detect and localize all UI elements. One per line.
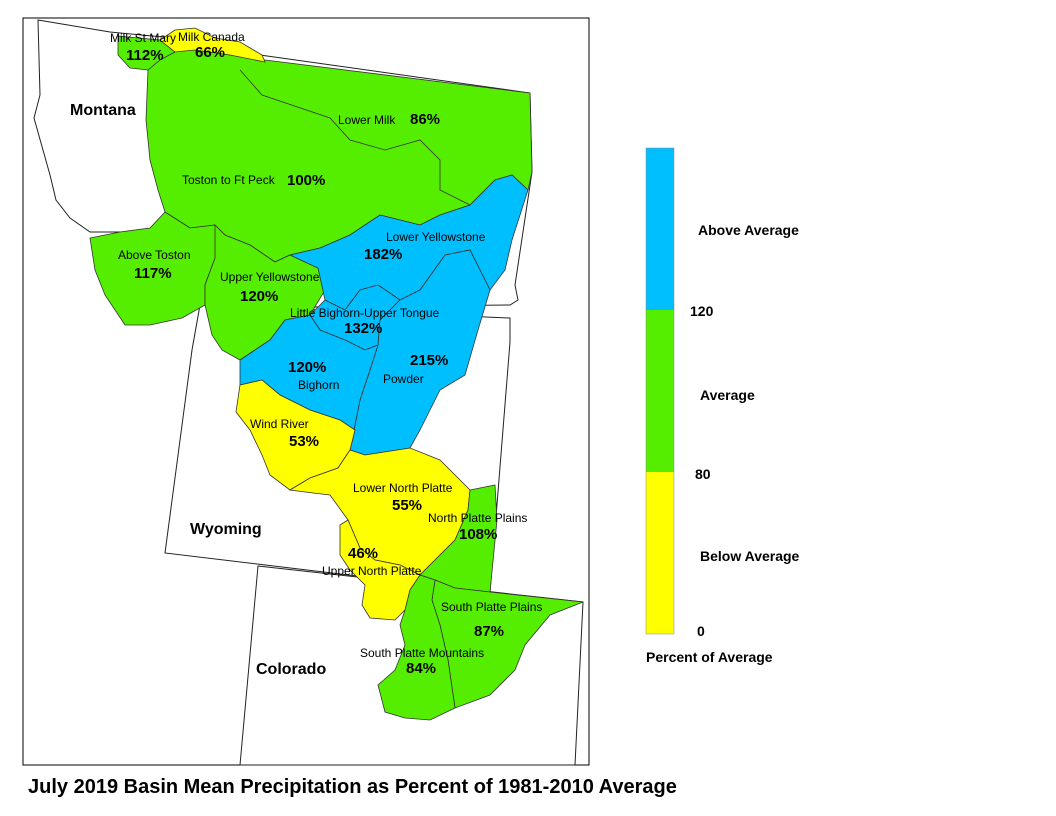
legend-swatch-average [646,310,674,472]
basin-pct-north-platte-plains: 108% [459,526,497,543]
basin-milk-canada[interactable] [159,27,266,63]
legend-swatch-above [646,148,674,310]
legend-tick-0: 0 [697,623,705,639]
basin-pct-upper-north-platte: 46% [348,545,378,562]
basin-name-milk-canada: Milk Canada [178,30,245,44]
basin-south-platte-mountains[interactable] [377,574,456,721]
basin-pct-little-bighorn: 132% [344,320,382,337]
basin-name-bighorn: Bighorn [298,378,339,392]
basin-name-powder: Powder [383,372,424,386]
basin-pct-lower-milk: 86% [410,111,440,128]
legend-label-above: Above Average [698,222,799,238]
basin-name-upper-north-platte: Upper North Platte [322,564,422,578]
basin-name-south-platte-mountains: South Platte Mountains [360,646,484,660]
basin-pct-milk-st-mary: 112% [126,47,164,64]
basin-name-lower-milk: Lower Milk [338,113,396,127]
legend: Above Average 120 Average 80 Below Avera… [645,147,800,665]
basin-pct-powder: 215% [410,352,448,369]
map-title: July 2019 Basin Mean Precipitation as Pe… [28,776,677,798]
basin-pct-above-toston: 117% [134,265,172,282]
basin-name-above-toston: Above Toston [118,248,191,262]
legend-tick-80: 80 [695,466,711,482]
legend-label-below: Below Average [700,548,800,564]
legend-swatch-below [646,472,674,634]
legend-bar-outline [645,147,675,635]
basin-name-south-platte-plains: South Platte Plains [441,600,542,614]
basin-pct-lower-yellowstone: 182% [364,246,402,263]
basin-pct-south-platte-plains: 87% [474,623,504,640]
basin-pct-toston-ft-peck: 100% [287,172,325,189]
basin-name-wind-river: Wind River [250,417,309,431]
legend-label-average: Average [700,387,755,403]
state-label-wyoming: Wyoming [190,521,262,538]
state-label-montana: Montana [70,102,136,119]
basin-name-upper-yellowstone: Upper Yellowstone [220,270,320,284]
basin-name-lower-yellowstone: Lower Yellowstone [386,230,486,244]
basin-pct-bighorn: 120% [288,359,326,376]
basin-lower-milk-divider [239,69,471,206]
basin-labels: Milk St Mary 112% Milk Canada 66% Lower … [110,30,542,677]
basin-name-milk-st-mary: Milk St Mary [110,31,176,45]
basin-pct-milk-canada: 66% [195,44,225,61]
basin-name-north-platte-plains: North Platte Plains [428,511,527,525]
basin-pct-wind-river: 53% [289,433,319,450]
basin-pct-upper-yellowstone: 120% [240,288,278,305]
basin-name-little-bighorn: Little Bighorn-Upper Tongue [290,306,440,320]
state-label-colorado: Colorado [256,661,326,678]
basins [89,27,584,721]
basin-pct-south-platte-mountains: 84% [406,660,436,677]
basin-pct-lower-north-platte: 55% [392,497,422,514]
legend-caption: Percent of Average [646,649,773,665]
legend-tick-120: 120 [690,303,714,319]
basin-name-lower-north-platte: Lower North Platte [353,481,453,495]
basin-name-toston-ft-peck: Toston to Ft Peck [182,173,276,187]
